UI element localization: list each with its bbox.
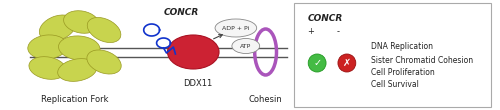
Ellipse shape — [64, 11, 99, 33]
Ellipse shape — [87, 17, 121, 43]
Text: DNA Replication: DNA Replication — [370, 42, 432, 51]
Text: DDX11: DDX11 — [184, 79, 213, 88]
Text: Cell Proliferation: Cell Proliferation — [370, 68, 434, 77]
Ellipse shape — [29, 57, 66, 79]
Text: CONCR: CONCR — [307, 14, 342, 23]
Text: Cohesin: Cohesin — [248, 95, 282, 104]
Ellipse shape — [232, 38, 260, 53]
Ellipse shape — [87, 50, 121, 74]
Ellipse shape — [168, 35, 219, 69]
Text: +: + — [307, 27, 314, 36]
Text: CONCR: CONCR — [164, 8, 199, 17]
Text: ✓: ✓ — [313, 58, 321, 68]
Ellipse shape — [58, 36, 100, 60]
Text: Sister Chromatid Cohesion: Sister Chromatid Cohesion — [370, 56, 473, 65]
Ellipse shape — [58, 59, 97, 81]
Text: Replication Fork: Replication Fork — [40, 95, 108, 104]
Text: -: - — [337, 27, 340, 36]
Text: ATP: ATP — [240, 43, 252, 49]
Ellipse shape — [308, 54, 326, 72]
Text: ✗: ✗ — [343, 58, 351, 68]
Ellipse shape — [28, 35, 68, 59]
Ellipse shape — [338, 54, 356, 72]
Ellipse shape — [40, 15, 76, 41]
Ellipse shape — [215, 19, 256, 37]
FancyBboxPatch shape — [294, 3, 490, 107]
Text: Cell Survival: Cell Survival — [370, 80, 418, 89]
Text: ADP + Pi: ADP + Pi — [222, 26, 250, 30]
